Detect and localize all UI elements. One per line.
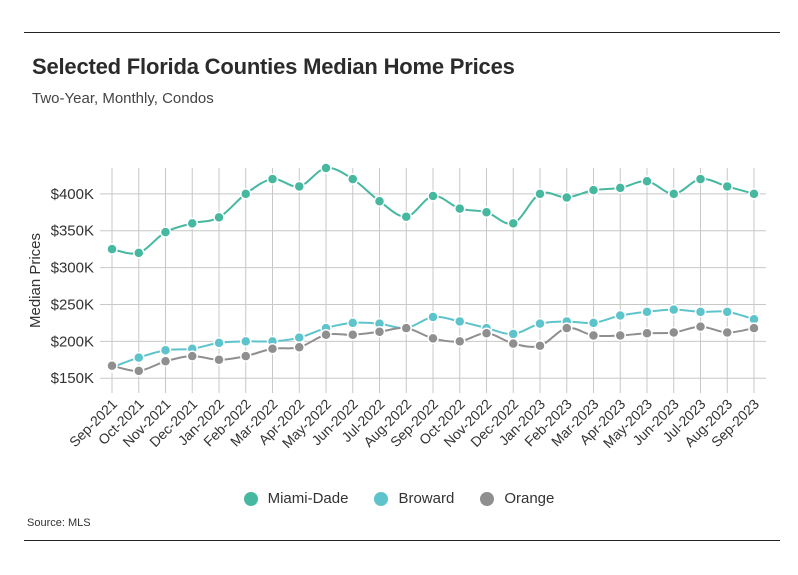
data-point-orange	[454, 335, 466, 348]
data-point-broward	[641, 306, 653, 318]
data-point-broward	[454, 315, 466, 328]
data-point-miami-dade	[266, 173, 279, 185]
data-point-orange	[373, 326, 386, 338]
data-point-orange	[561, 322, 573, 334]
data-point-orange	[748, 322, 760, 334]
data-point-broward	[668, 303, 680, 316]
top-rule	[24, 32, 780, 33]
data-point-orange	[293, 341, 305, 354]
data-point-miami-dade	[694, 173, 707, 185]
data-point-miami-dade	[748, 188, 760, 200]
data-point-miami-dade	[641, 175, 653, 188]
data-point-orange	[400, 322, 412, 334]
data-point-miami-dade	[159, 226, 172, 238]
data-point-miami-dade	[614, 182, 626, 194]
legend-item: Miami-Dade	[243, 490, 349, 507]
y-tick-label: $150K	[51, 370, 94, 387]
legend-swatch	[374, 491, 389, 506]
data-point-orange	[266, 342, 279, 355]
data-point-orange	[106, 359, 118, 372]
source-note: Source: MLS	[27, 517, 91, 529]
data-point-broward	[213, 337, 225, 349]
legend-swatch	[480, 491, 495, 506]
y-tick-label: $250K	[51, 296, 94, 313]
data-point-miami-dade	[480, 206, 493, 219]
data-point-orange	[159, 355, 172, 368]
data-point-orange	[641, 327, 653, 339]
data-point-orange	[320, 328, 332, 341]
data-point-orange	[133, 365, 145, 377]
data-point-miami-dade	[427, 190, 439, 202]
legend-label: Miami-Dade	[267, 490, 349, 507]
chart-subtitle: Two-Year, Monthly, Condos	[32, 90, 214, 107]
y-tick-label: $400K	[51, 186, 94, 203]
data-point-orange	[507, 337, 519, 350]
data-point-orange	[668, 326, 680, 339]
data-point-miami-dade	[721, 180, 733, 193]
legend-item: Broward	[374, 490, 454, 507]
y-tick-label: $200K	[51, 333, 94, 350]
data-point-broward	[507, 328, 519, 340]
data-point-miami-dade	[106, 243, 118, 255]
data-point-broward	[240, 335, 252, 348]
data-point-orange	[721, 326, 733, 339]
data-point-orange	[614, 329, 626, 342]
data-point-broward	[694, 306, 707, 318]
data-point-broward	[159, 344, 172, 356]
data-point-miami-dade	[240, 188, 252, 200]
data-point-miami-dade	[507, 217, 519, 230]
y-tick-label: $350K	[51, 223, 94, 240]
data-point-broward	[534, 317, 546, 330]
y-tick-label: $300K	[51, 260, 94, 277]
data-point-miami-dade	[320, 162, 332, 174]
chart-title: Selected Florida Counties Median Home Pr…	[32, 54, 515, 79]
data-point-broward	[427, 311, 439, 323]
legend-label: Orange	[504, 490, 555, 507]
data-point-miami-dade	[534, 188, 546, 200]
data-point-orange	[240, 350, 252, 362]
data-point-orange	[186, 350, 198, 362]
legend-label: Broward	[398, 490, 455, 507]
data-point-orange	[347, 328, 359, 341]
data-point-orange	[694, 320, 707, 333]
data-point-orange	[587, 329, 600, 342]
chart-legend: Miami-Dade Broward Orange	[0, 490, 798, 507]
legend-swatch	[243, 491, 258, 506]
data-point-miami-dade	[133, 247, 145, 259]
data-point-miami-dade	[561, 191, 573, 204]
legend-item: Orange	[480, 490, 554, 507]
data-point-miami-dade	[186, 217, 198, 230]
data-point-miami-dade	[400, 210, 412, 223]
data-point-broward	[614, 309, 626, 322]
data-point-broward	[133, 351, 145, 364]
data-point-broward	[721, 306, 733, 318]
data-point-miami-dade	[668, 188, 680, 200]
data-point-miami-dade	[373, 195, 386, 207]
data-point-miami-dade	[347, 173, 359, 185]
data-point-miami-dade	[587, 184, 600, 196]
data-point-miami-dade	[454, 202, 466, 215]
data-point-miami-dade	[293, 180, 305, 193]
data-point-orange	[480, 327, 493, 339]
y-axis-label: Median Prices	[27, 233, 44, 328]
bottom-rule	[24, 540, 780, 541]
data-point-broward	[293, 331, 305, 344]
data-point-broward	[347, 317, 359, 329]
data-point-orange	[534, 340, 546, 352]
data-point-orange	[213, 354, 225, 366]
data-point-orange	[427, 332, 439, 345]
data-point-miami-dade	[213, 211, 225, 224]
data-point-broward	[587, 317, 600, 329]
